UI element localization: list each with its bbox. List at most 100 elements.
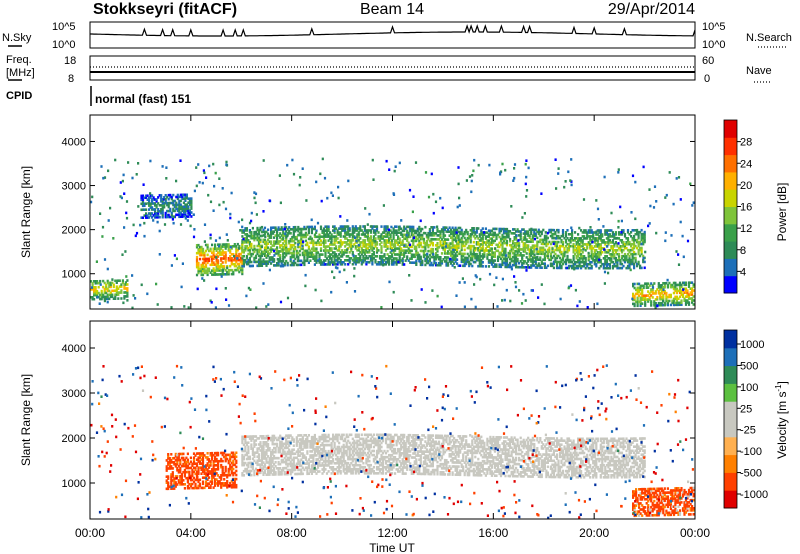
power-cell: [329, 231, 332, 234]
power-cell: [413, 245, 416, 249]
power-cell: [206, 273, 209, 277]
power-cell: [432, 253, 435, 256]
power-cell: [498, 231, 501, 235]
power-cell: [601, 247, 604, 250]
power-cell: [530, 230, 533, 233]
power-cell: [283, 244, 286, 247]
power-cell: [489, 237, 492, 240]
power-cell: [286, 249, 289, 253]
power-cell: [251, 264, 254, 268]
power-cell: [397, 235, 400, 238]
power-cell: [285, 226, 288, 229]
power-cell: [300, 259, 303, 263]
power-cell: [244, 237, 247, 240]
power-cell: [214, 269, 217, 272]
power-cell: [217, 243, 220, 246]
power-cell: [474, 256, 477, 260]
power-cell: [451, 264, 454, 267]
power-cell: [501, 247, 504, 251]
power-cell: [282, 234, 285, 237]
power-cell: [663, 289, 666, 293]
power-cell: [440, 244, 444, 247]
velocity-cell: [201, 468, 205, 471]
power-cell: [466, 236, 469, 240]
power-cell: [584, 237, 587, 240]
power-cell: [475, 241, 478, 244]
power-cell: [120, 283, 123, 286]
power-cell: [567, 258, 571, 262]
power-cell: [315, 241, 318, 244]
power-cell: [640, 238, 643, 242]
power-cell: [428, 231, 431, 235]
power-cell: [637, 242, 640, 246]
power-cell: [298, 231, 301, 235]
power-cell: [221, 261, 224, 264]
power-cell: [400, 251, 403, 254]
power-cell: [504, 231, 507, 235]
power-cell: [569, 258, 572, 262]
power-cell: [623, 243, 627, 246]
power-cell: [265, 244, 268, 247]
power-colorbar-segment: [724, 154, 737, 173]
velocity-cell: [198, 484, 202, 488]
power-cell: [383, 259, 386, 262]
power-cell: [424, 247, 427, 251]
power-cell: [236, 262, 239, 266]
power-cell: [564, 231, 568, 234]
power-cell: [666, 299, 669, 303]
power-cell: [448, 234, 451, 237]
power-cell: [652, 206, 656, 209]
power-cell: [160, 200, 163, 203]
power-cell: [148, 208, 151, 211]
power-cell: [161, 202, 164, 205]
power-cell: [626, 252, 630, 256]
power-cell: [278, 174, 281, 177]
power-cell: [505, 288, 508, 292]
power-cell: [372, 178, 375, 181]
power-cell: [472, 240, 475, 244]
power-cell: [540, 238, 543, 242]
power-cell: [112, 285, 115, 289]
power-cell: [493, 227, 496, 231]
power-cell: [184, 217, 187, 220]
power-cell: [206, 261, 209, 265]
power-cell: [432, 211, 435, 215]
power-cell: [486, 255, 489, 258]
power-cell: [146, 198, 149, 201]
power-cell: [524, 248, 527, 251]
power-cell: [181, 213, 184, 216]
power-cell: [149, 204, 152, 207]
power-cell: [630, 211, 633, 214]
power-cell: [531, 246, 534, 249]
power-cell: [469, 234, 472, 238]
power-cell: [172, 221, 175, 225]
power-cell: [571, 260, 574, 264]
power-cell: [319, 249, 323, 252]
power-cell: [148, 216, 151, 219]
power-cell: [660, 303, 663, 307]
velocity-cell: [188, 470, 191, 474]
power-cell: [242, 262, 245, 266]
power-cell: [304, 227, 307, 231]
freq-strip-frame: [89, 55, 696, 81]
power-cell: [644, 282, 647, 285]
power-cell: [543, 254, 546, 258]
power-cell: [586, 306, 589, 309]
power-cell: [543, 266, 546, 269]
power-cell: [394, 231, 397, 234]
power-cell: [324, 241, 327, 244]
power-cell: [495, 249, 498, 253]
velocity-cell: [218, 480, 221, 483]
power-cell: [332, 243, 335, 246]
power-cell: [596, 260, 599, 264]
power-cell: [344, 251, 347, 254]
power-cell: [440, 305, 443, 309]
power-cell: [389, 247, 392, 250]
power-cell: [119, 181, 122, 184]
power-cell: [527, 230, 530, 233]
power-cell: [659, 284, 662, 287]
power-cell: [236, 248, 239, 252]
power-cell: [193, 228, 196, 231]
power-cell: [291, 239, 294, 243]
power-cell: [230, 257, 233, 260]
